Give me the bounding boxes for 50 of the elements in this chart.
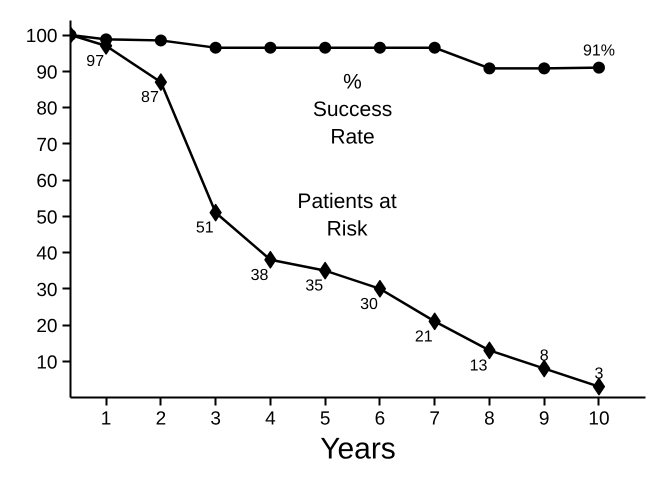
x-tick-label: 10 (588, 408, 610, 430)
point (483, 341, 496, 360)
y-tick-label: 10 (36, 352, 58, 374)
data-label: 13 (470, 357, 488, 374)
x-tick-label: 5 (320, 408, 330, 430)
point (538, 62, 550, 74)
x-tick-label: 2 (156, 408, 166, 430)
point (210, 42, 222, 54)
y-tick-label: 90 (36, 62, 58, 84)
data-label: 87 (141, 89, 159, 106)
y-tick-label: 40 (36, 244, 58, 264)
data-label: 3 (594, 366, 604, 383)
y-tick-label: 20 (36, 316, 58, 337)
x-tick-label: 7 (429, 408, 440, 430)
point (264, 250, 277, 269)
data-label: 91% (582, 42, 615, 60)
y-tick-label: 100 (26, 26, 58, 47)
point (374, 42, 386, 54)
data-label: 8 (540, 348, 549, 364)
y-tick-label: 60 (36, 171, 58, 192)
x-axis-title: Years (320, 432, 396, 466)
point (209, 204, 222, 222)
series-label: Patients at Risk (297, 190, 397, 240)
point (374, 280, 386, 298)
data-label: 30 (360, 296, 378, 313)
y-tick-label: 80 (36, 98, 58, 120)
point (483, 62, 496, 74)
x-tick-label: 4 (265, 408, 276, 430)
point (154, 73, 168, 92)
x-tick-label: 8 (484, 408, 495, 430)
point (592, 378, 606, 396)
data-label: 21 (414, 328, 433, 346)
point (592, 62, 605, 74)
point (154, 34, 167, 46)
point (319, 42, 332, 54)
data-label: 97 (86, 52, 104, 70)
series-label: % Success Rate (312, 70, 392, 149)
data-label: 35 (305, 278, 324, 295)
y-tick-label: 70 (36, 134, 58, 156)
x-tick-label: 6 (374, 408, 386, 430)
x-tick-label: 3 (210, 408, 221, 430)
y-tick-label: 30 (36, 280, 58, 301)
x-tick-label: 1 (100, 408, 112, 430)
point (428, 42, 441, 54)
point (264, 42, 276, 54)
x-tick-label: 9 (538, 408, 550, 430)
point (318, 262, 332, 280)
data-label: 51 (196, 220, 214, 237)
data-label: 38 (250, 266, 268, 284)
y-tick-label: 50 (36, 207, 58, 228)
